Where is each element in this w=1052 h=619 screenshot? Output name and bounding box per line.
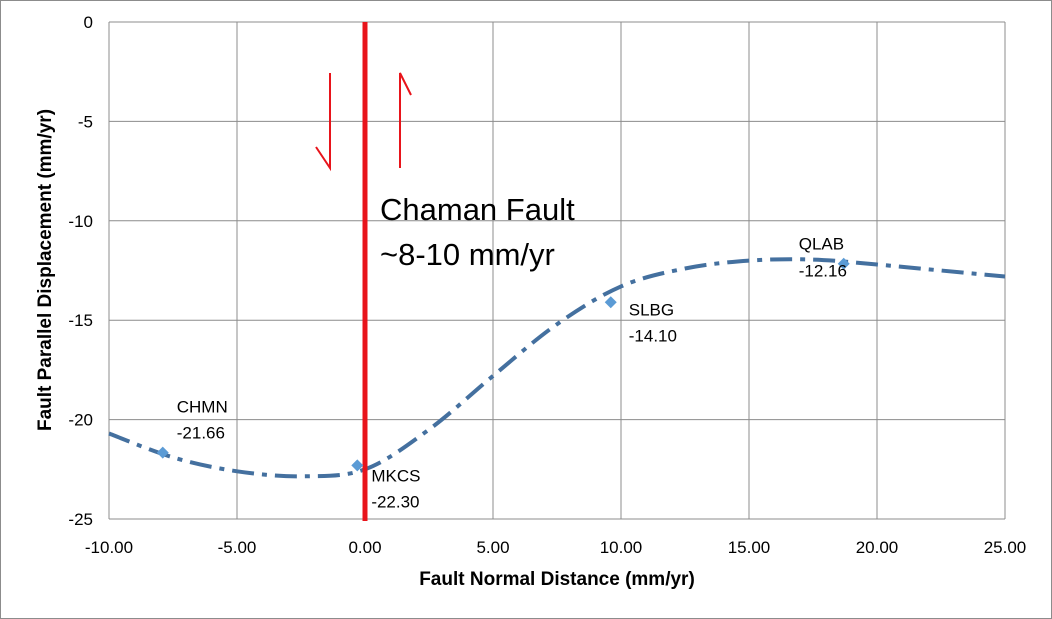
x-axis-title: Fault Normal Distance (mm/yr) (419, 569, 695, 590)
slip-arrows (315, 72, 412, 172)
x-tick-label: 0.00 (348, 538, 381, 557)
gridlines (108, 21, 1006, 520)
fault-label-rate: ~8-10 mm/yr (380, 237, 555, 272)
data-markers (156, 257, 850, 472)
y-tick-label: -25 (68, 510, 93, 529)
x-tick-label: 25.00 (984, 538, 1027, 557)
fault-label-name: Chaman Fault (380, 192, 575, 227)
y-tick-labels: 0 -5 -10 -15 -20 -25 (68, 13, 93, 529)
x-tick-label: -5.00 (218, 538, 257, 557)
data-point-mkcs (351, 459, 364, 472)
y-tick-label: 0 (84, 13, 93, 32)
value-label-qlab: -12.16 (799, 262, 847, 281)
y-tick-label: -20 (68, 411, 93, 430)
x-tick-label: -10.00 (85, 538, 133, 557)
y-axis-title: Fault Parallel Displacement (mm/yr) (35, 109, 56, 431)
station-label-qlab: QLAB (799, 235, 844, 254)
station-label-mkcs: MKCS (371, 466, 420, 485)
x-tick-label: 20.00 (856, 538, 899, 557)
x-tick-label: 5.00 (476, 538, 509, 557)
station-label-chmn: CHMN (177, 398, 228, 417)
x-tick-label: 15.00 (728, 538, 771, 557)
left-lateral-arrow-down (315, 73, 331, 172)
x-tick-label: 10.00 (600, 538, 643, 557)
y-tick-label: -10 (68, 212, 93, 231)
data-point-chmn (156, 446, 169, 459)
y-tick-label: -5 (78, 112, 93, 131)
fit-curve-line (108, 257, 1006, 479)
station-label-slbg: SLBG (629, 300, 674, 319)
right-lateral-arrow-up (399, 72, 412, 168)
data-point-slbg (604, 296, 617, 309)
value-label-mkcs: -22.30 (371, 492, 419, 511)
value-label-slbg: -14.10 (629, 326, 677, 345)
point-labels: CHMN -21.66 MKCS -22.30 SLBG -14.10 QLAB -12.16 (177, 235, 847, 512)
y-tick-label: -15 (68, 311, 93, 330)
x-tick-labels: -10.00 -5.00 0.00 5.00 10.00 15.00 20.00 25.00 (85, 538, 1026, 557)
data-point-qlab (837, 257, 850, 270)
value-label-chmn: -21.66 (177, 424, 225, 443)
